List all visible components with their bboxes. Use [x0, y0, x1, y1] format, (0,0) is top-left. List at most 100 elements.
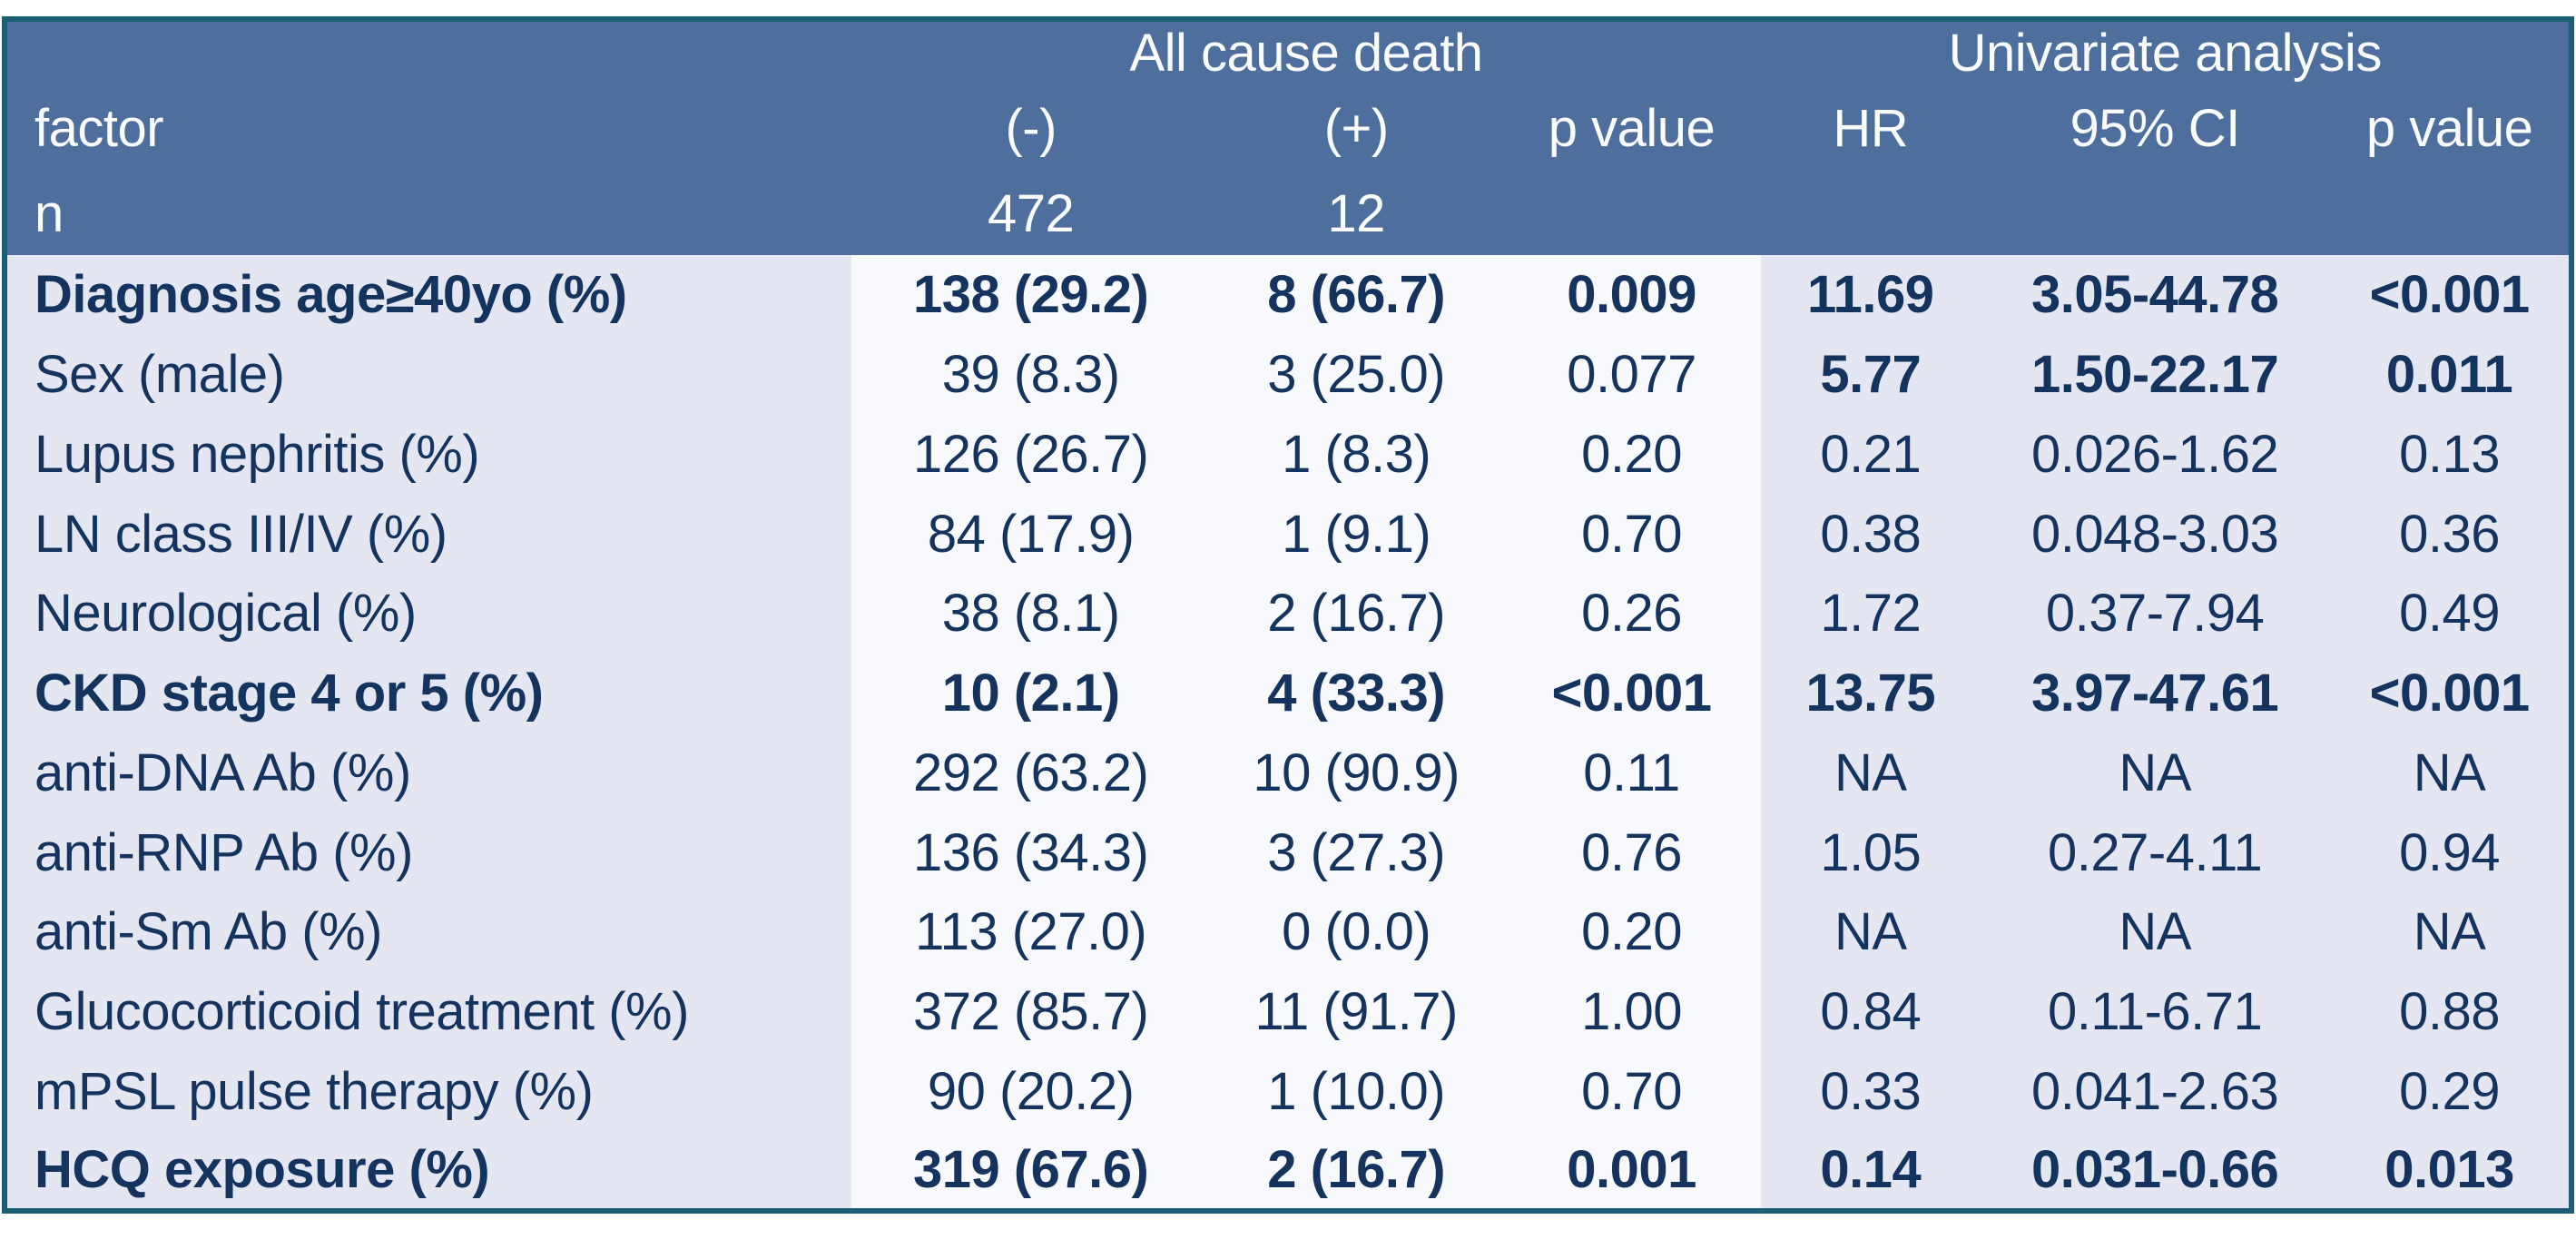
header-p-value-1: p value	[1501, 84, 1762, 172]
p-value2-cell: NA	[2330, 733, 2571, 813]
header-factor: factor	[5, 84, 851, 172]
header-p-value-2: p value	[2330, 84, 2571, 172]
table-row: Diagnosis age≥40yo (%) 138 (29.2) 8 (66.…	[5, 255, 2571, 335]
table-row: Sex (male) 39 (8.3) 3 (25.0) 0.077 5.77 …	[5, 334, 2571, 415]
p-value2-cell: 0.88	[2330, 971, 2571, 1052]
ci-cell: 3.05-44.78	[1980, 255, 2331, 335]
factor-cell: Sex (male)	[5, 334, 851, 415]
factor-cell: Neurological (%)	[5, 574, 851, 654]
results-table: All cause death Univariate analysis fact…	[2, 16, 2574, 1214]
p-value2-cell: 0.49	[2330, 574, 2571, 654]
plus-cell: 2 (16.7)	[1210, 574, 1502, 654]
p-value-cell: 0.76	[1501, 812, 1762, 892]
p-value2-cell: 0.011	[2330, 334, 2571, 415]
p-value-cell: 0.11	[1501, 733, 1762, 813]
plus-cell: 1 (9.1)	[1210, 494, 1502, 574]
p-value-cell: <0.001	[1501, 653, 1762, 733]
header-n: n	[5, 172, 851, 255]
ci-cell: 3.97-47.61	[1980, 653, 2331, 733]
plus-cell: 4 (33.3)	[1210, 653, 1502, 733]
factor-cell: HCQ exposure (%)	[5, 1131, 851, 1211]
table-row: LN class III/IV (%) 84 (17.9) 1 (9.1) 0.…	[5, 494, 2571, 574]
factor-cell: Diagnosis age≥40yo (%)	[5, 255, 851, 335]
minus-cell: 38 (8.1)	[850, 574, 1211, 654]
p-value2-cell: <0.001	[2330, 255, 2571, 335]
minus-cell: 113 (27.0)	[850, 892, 1211, 972]
table-row: HCQ exposure (%) 319 (67.6) 2 (16.7) 0.0…	[5, 1131, 2571, 1211]
hr-cell: 13.75	[1761, 653, 1981, 733]
p-value2-cell: 0.13	[2330, 414, 2571, 495]
plus-cell: 2 (16.7)	[1210, 1131, 1502, 1211]
minus-cell: 39 (8.3)	[850, 334, 1211, 415]
hr-cell: 1.05	[1761, 812, 1981, 892]
hr-cell: 0.14	[1761, 1131, 1981, 1211]
plus-cell: 3 (25.0)	[1210, 334, 1502, 415]
hr-cell: 0.38	[1761, 494, 1981, 574]
p-value-cell: 0.70	[1501, 494, 1762, 574]
table-header: All cause death Univariate analysis fact…	[5, 19, 2571, 255]
plus-cell: 0 (0.0)	[1210, 892, 1502, 972]
table-row: anti-Sm Ab (%) 113 (27.0) 0 (0.0) 0.20 N…	[5, 892, 2571, 972]
ci-cell: NA	[1980, 733, 2331, 813]
factor-cell: anti-Sm Ab (%)	[5, 892, 851, 972]
p-value2-cell: 0.013	[2330, 1131, 2571, 1211]
p-value-cell: 0.001	[1501, 1131, 1762, 1211]
factor-cell: anti-DNA Ab (%)	[5, 733, 851, 813]
p-value2-cell: <0.001	[2330, 653, 2571, 733]
minus-cell: 84 (17.9)	[850, 494, 1211, 574]
ci-cell: 0.048-3.03	[1980, 494, 2331, 574]
table-row: anti-RNP Ab (%) 136 (34.3) 3 (27.3) 0.76…	[5, 812, 2571, 892]
table-row: Neurological (%) 38 (8.1) 2 (16.7) 0.26 …	[5, 574, 2571, 654]
plus-cell: 1 (10.0)	[1210, 1051, 1502, 1132]
p-value-cell: 0.20	[1501, 892, 1762, 972]
ci-cell: NA	[1980, 892, 2331, 972]
header-group-univariate-analysis: Univariate analysis	[1761, 19, 2571, 84]
ci-cell: 0.041-2.63	[1980, 1051, 2331, 1132]
table-body: Diagnosis age≥40yo (%) 138 (29.2) 8 (66.…	[5, 255, 2571, 1211]
hr-cell: NA	[1761, 733, 1981, 813]
minus-cell: 292 (63.2)	[850, 733, 1211, 813]
p-value2-cell: 0.94	[2330, 812, 2571, 892]
factor-cell: Glucocorticoid treatment (%)	[5, 971, 851, 1052]
hr-cell: 1.72	[1761, 574, 1981, 654]
p-value-cell: 0.009	[1501, 255, 1762, 335]
table-row: Glucocorticoid treatment (%) 372 (85.7) …	[5, 971, 2571, 1052]
minus-cell: 90 (20.2)	[850, 1051, 1211, 1132]
p-value-cell: 0.26	[1501, 574, 1762, 654]
hr-cell: 11.69	[1761, 255, 1981, 335]
minus-cell: 372 (85.7)	[850, 971, 1211, 1052]
minus-cell: 138 (29.2)	[850, 255, 1211, 335]
factor-cell: anti-RNP Ab (%)	[5, 812, 851, 892]
header-95ci: 95% CI	[1980, 84, 2331, 172]
factor-cell: Lupus nephritis (%)	[5, 414, 851, 495]
factor-cell: LN class III/IV (%)	[5, 494, 851, 574]
p-value2-cell: 0.36	[2330, 494, 2571, 574]
header-n-minus: 472	[850, 172, 1211, 255]
p-value-cell: 1.00	[1501, 971, 1762, 1052]
header-hr: HR	[1761, 84, 1981, 172]
hr-cell: 5.77	[1761, 334, 1981, 415]
factor-cell: mPSL pulse therapy (%)	[5, 1051, 851, 1132]
p-value-cell: 0.077	[1501, 334, 1762, 415]
minus-cell: 126 (26.7)	[850, 414, 1211, 495]
header-n-empty-4	[2330, 172, 2571, 255]
ci-cell: 0.37-7.94	[1980, 574, 2331, 654]
table-row: anti-DNA Ab (%) 292 (63.2) 10 (90.9) 0.1…	[5, 733, 2571, 813]
header-group-all-cause-death: All cause death	[850, 19, 1762, 84]
header-n-empty-2	[1761, 172, 1981, 255]
table-row: Lupus nephritis (%) 126 (26.7) 1 (8.3) 0…	[5, 414, 2571, 495]
header-spacer	[5, 19, 851, 84]
plus-cell: 1 (8.3)	[1210, 414, 1502, 495]
p-value-cell: 0.20	[1501, 414, 1762, 495]
plus-cell: 11 (91.7)	[1210, 971, 1502, 1052]
header-plus: (+)	[1210, 84, 1502, 172]
factor-cell: CKD stage 4 or 5 (%)	[5, 653, 851, 733]
minus-cell: 136 (34.3)	[850, 812, 1211, 892]
minus-cell: 319 (67.6)	[850, 1131, 1211, 1211]
ci-cell: 0.27-4.11	[1980, 812, 2331, 892]
hr-cell: 0.21	[1761, 414, 1981, 495]
p-value-cell: 0.70	[1501, 1051, 1762, 1132]
hr-cell: 0.33	[1761, 1051, 1981, 1132]
ci-cell: 1.50-22.17	[1980, 334, 2331, 415]
plus-cell: 3 (27.3)	[1210, 812, 1502, 892]
